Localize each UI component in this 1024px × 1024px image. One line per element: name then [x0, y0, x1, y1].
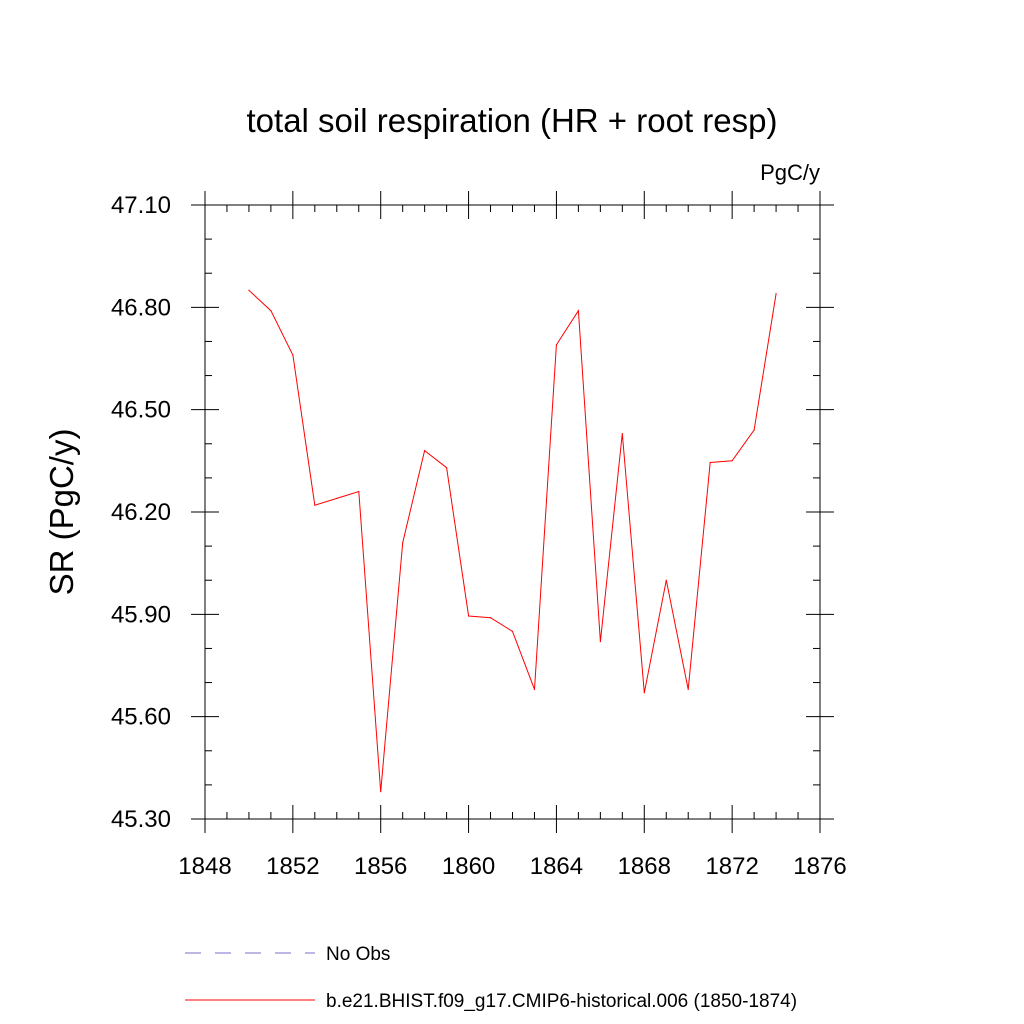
x-tick-label: 1868 — [618, 853, 671, 880]
y-tick-label: 45.90 — [111, 601, 171, 628]
data-point — [358, 490, 360, 493]
y-tick-label: 46.50 — [111, 397, 171, 424]
x-axis-tick-labels: 1848 1852 1856 1860 1864 1868 1872 1876 — [178, 853, 846, 880]
plot-frame — [204, 204, 821, 820]
data-point — [467, 615, 470, 617]
data-point — [621, 432, 623, 435]
data-point — [248, 289, 250, 291]
y-tick-label: 47.10 — [111, 192, 171, 219]
y-tick-label: 46.20 — [111, 499, 171, 526]
y-tick-label: 46.80 — [111, 294, 171, 321]
x-axis-ticks — [204, 191, 821, 833]
data-point — [380, 791, 382, 793]
x-tick-label: 1856 — [354, 853, 407, 880]
data-point — [643, 692, 645, 694]
data-point — [270, 310, 272, 312]
data-point — [555, 344, 558, 346]
data-point — [424, 450, 426, 452]
y-axis-ticks — [191, 204, 834, 820]
data-point — [489, 617, 492, 619]
units-label: PgC/y — [760, 160, 820, 185]
data-point — [511, 630, 514, 632]
x-tick-label: 1864 — [530, 853, 583, 880]
data-point — [731, 460, 733, 462]
data-point — [292, 354, 294, 356]
chart-title: total soil respiration (HR + root resp) — [247, 102, 778, 139]
x-tick-label: 1860 — [442, 853, 495, 880]
data-point — [577, 310, 579, 312]
y-tick-label: 45.30 — [111, 806, 171, 833]
data-point — [753, 429, 755, 431]
data-series — [248, 289, 777, 793]
legend-label-historical: b.e21.BHIST.f09_g17.CMIP6-historical.006… — [326, 991, 797, 1012]
data-point — [533, 688, 536, 690]
x-tick-label: 1872 — [705, 853, 758, 880]
data-point — [599, 641, 601, 643]
y-axis-tick-labels: 45.30 45.60 45.90 46.20 46.50 46.80 47.10 — [111, 192, 171, 833]
x-tick-label: 1852 — [266, 853, 319, 880]
data-point — [665, 579, 667, 581]
legend-label-no-obs: No Obs — [326, 944, 390, 965]
data-point — [775, 293, 777, 295]
series-line — [248, 289, 777, 792]
y-axis-label: SR (PgC/y) — [43, 429, 80, 596]
y-tick-label: 45.60 — [111, 704, 171, 731]
x-tick-label: 1848 — [178, 853, 231, 880]
x-tick-label: 1876 — [793, 853, 846, 880]
data-point — [336, 497, 338, 499]
data-point — [446, 467, 448, 469]
data-point — [314, 504, 316, 506]
data-point — [402, 542, 404, 544]
legend: No Obs b.e21.BHIST.f09_g17.CMIP6-histori… — [185, 944, 797, 1012]
data-point — [687, 688, 689, 690]
data-point — [709, 461, 711, 464]
